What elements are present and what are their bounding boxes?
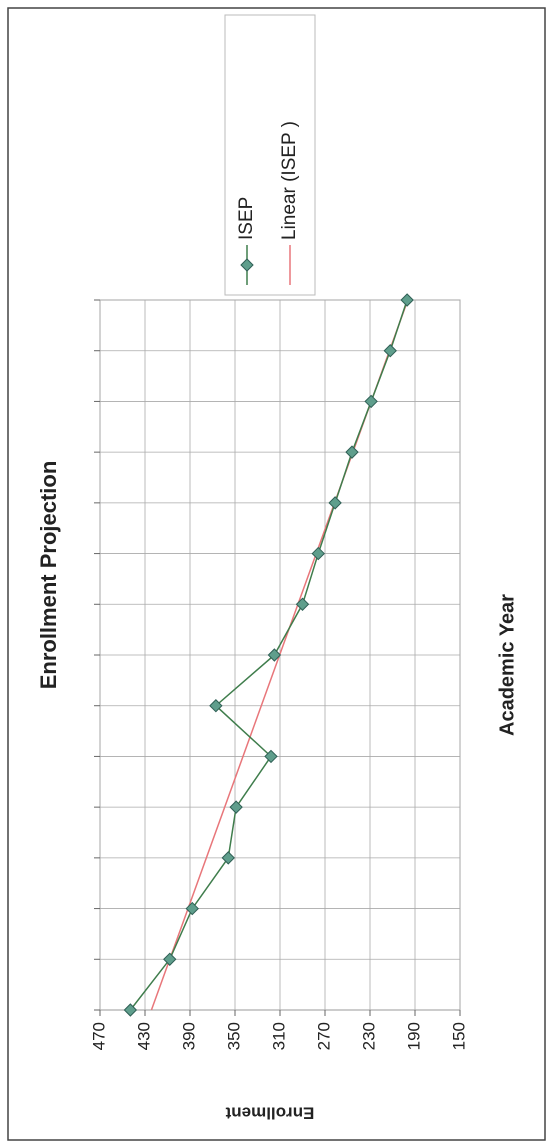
chart-title: Enrollment Projection — [36, 461, 61, 690]
legend — [224, 14, 316, 296]
data-point — [345, 445, 359, 459]
y-tick-label: 310 — [269, 1022, 288, 1050]
data-point — [221, 851, 235, 865]
data-point — [264, 749, 278, 764]
y-tick-label: 230 — [359, 1022, 378, 1050]
y-tick-label: 190 — [404, 1022, 423, 1050]
data-point — [209, 699, 223, 713]
legend-marker — [240, 258, 254, 272]
legend-label: Linear (ISEP ) — [279, 121, 300, 240]
y-tick-label: 150 — [449, 1022, 468, 1050]
data-point — [328, 496, 342, 510]
y-tick-label: 430 — [134, 1022, 153, 1050]
data-point — [364, 394, 378, 409]
data-point — [295, 597, 310, 611]
y-tick-label: 470 — [89, 1022, 108, 1050]
x-axis-label: Academic Year — [496, 594, 518, 736]
data-point — [267, 648, 282, 662]
y-axis-label: Enrollment — [225, 1104, 314, 1123]
y-tick-label: 270 — [314, 1022, 333, 1050]
data-point — [185, 901, 199, 916]
data-point — [311, 546, 325, 561]
data-point — [123, 1003, 138, 1017]
data-point — [400, 293, 414, 307]
data-point — [383, 344, 397, 358]
data-point — [163, 952, 177, 966]
legend-label: ISEP — [236, 197, 257, 240]
y-tick-label: 350 — [224, 1022, 243, 1050]
data-point — [229, 800, 243, 814]
y-tick-label: 390 — [179, 1022, 198, 1050]
